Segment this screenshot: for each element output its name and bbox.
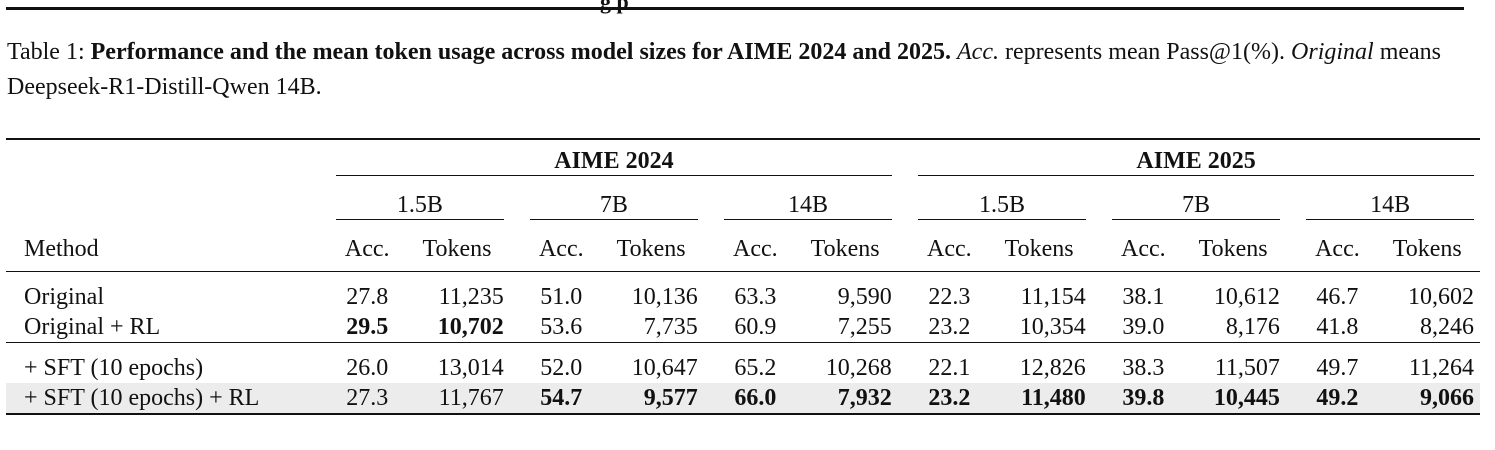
acc-cell: 41.8 bbox=[1316, 313, 1359, 340]
size-header: 14B bbox=[1306, 192, 1474, 220]
page-header-fragment: g p bbox=[600, 0, 629, 14]
acc-cell: 49.7 bbox=[1316, 354, 1359, 381]
tokens-header: Tokens bbox=[810, 236, 880, 262]
acc-header: Acc. bbox=[538, 236, 584, 262]
acc-cell: 38.3 bbox=[1122, 354, 1165, 381]
acc-cell: 49.2 bbox=[1300, 383, 1375, 414]
size-header-row: 1.5B 7B 14B 1.5B 7B 14B bbox=[6, 184, 1480, 228]
tokens-cell: 8,246 bbox=[1420, 313, 1474, 340]
acc-cell: 26.0 bbox=[346, 354, 389, 381]
tokens-cell: 10,268 bbox=[825, 354, 892, 381]
table-row: + SFT (10 epochs) 26.0 13,014 52.0 10,647 65.… bbox=[6, 343, 1480, 384]
table-row: + SFT (10 epochs) + RL 27.3 11,767 54.7 9,57… bbox=[6, 383, 1480, 414]
acc-cell: 52.0 bbox=[540, 354, 583, 381]
acc-header: Acc. bbox=[927, 236, 972, 262]
acc-header: Acc. bbox=[732, 236, 778, 262]
tokens-header: Tokens bbox=[616, 236, 686, 262]
acc-cell: 60.9 bbox=[734, 313, 777, 340]
size-header: 7B bbox=[1112, 192, 1280, 220]
tokens-cell: 10,136 bbox=[631, 283, 698, 310]
table-row: Original + RL 29.5 10,702 53.6 7,735 60.9 7,25… bbox=[6, 312, 1480, 343]
tokens-header: Tokens bbox=[1198, 236, 1268, 262]
results-table: AIME 2024 AIME 2025 1.5B 7B 14B 1.5B 7B … bbox=[6, 138, 1480, 415]
tokens-cell: 10,445 bbox=[1180, 383, 1286, 414]
tokens-cell: 10,602 bbox=[1408, 283, 1474, 310]
tokens-cell: 7,255 bbox=[837, 313, 892, 340]
tokens-cell: 11,264 bbox=[1408, 354, 1474, 381]
tokens-cell: 11,767 bbox=[404, 383, 510, 414]
acc-cell: 38.1 bbox=[1122, 283, 1165, 310]
table-row: Original 27.8 11,235 51.0 10,136 63.3 9,590 22.… bbox=[6, 272, 1480, 313]
tokens-cell: 10,647 bbox=[631, 354, 698, 381]
acc-cell: 65.2 bbox=[734, 354, 777, 381]
column-header-row: Method Acc. Tokens Acc. Tokens Acc. Tokens … bbox=[6, 228, 1480, 272]
method-header: Method bbox=[24, 236, 99, 262]
tokens-cell: 9,066 bbox=[1374, 383, 1480, 414]
acc-header: Acc. bbox=[344, 236, 390, 262]
tokens-cell: 7,735 bbox=[643, 313, 698, 340]
method-cell: + SFT (10 epochs) bbox=[24, 354, 204, 381]
tokens-cell: 11,507 bbox=[1214, 354, 1280, 381]
acc-cell: 53.6 bbox=[540, 313, 583, 340]
tokens-cell: 10,354 bbox=[1019, 313, 1086, 340]
tokens-cell: 10,702 bbox=[437, 313, 504, 340]
acc-cell: 63.3 bbox=[734, 283, 777, 310]
acc-cell: 39.0 bbox=[1122, 313, 1165, 340]
top-rule bbox=[6, 7, 1464, 10]
acc-cell: 66.0 bbox=[718, 383, 793, 414]
tokens-cell: 8,176 bbox=[1225, 313, 1280, 340]
caption-original: Original bbox=[1291, 39, 1374, 65]
tokens-header: Tokens bbox=[1392, 236, 1462, 262]
acc-cell: 23.2 bbox=[928, 313, 971, 340]
acc-cell: 22.3 bbox=[928, 283, 971, 310]
method-cell: Original bbox=[24, 283, 104, 310]
group-aime-2025: AIME 2025 bbox=[918, 148, 1474, 176]
size-header: 1.5B bbox=[918, 192, 1086, 220]
acc-cell: 54.7 bbox=[524, 383, 599, 414]
acc-cell: 29.5 bbox=[346, 313, 389, 340]
caption-bold: Performance and the mean token usage acr… bbox=[90, 39, 952, 65]
method-cell: + SFT (10 epochs) + RL bbox=[6, 383, 318, 414]
acc-cell: 22.1 bbox=[928, 354, 971, 381]
acc-header: Acc. bbox=[1315, 236, 1360, 262]
group-header-row: AIME 2024 AIME 2025 bbox=[6, 139, 1480, 184]
tokens-cell: 11,235 bbox=[438, 283, 504, 310]
acc-cell: 46.7 bbox=[1316, 283, 1359, 310]
caption-acc-rest: represents mean Pass@1(%). bbox=[998, 39, 1292, 65]
table-caption: Table 1: Performance and the mean token … bbox=[7, 35, 1487, 105]
tokens-cell: 9,590 bbox=[837, 283, 892, 310]
acc-cell: 39.8 bbox=[1106, 383, 1181, 414]
tokens-cell: 11,480 bbox=[986, 383, 1092, 414]
acc-cell: 27.8 bbox=[346, 283, 389, 310]
caption-original-rest: means Deepseek-R1-Distill-Qwen 14B. bbox=[7, 39, 1442, 100]
caption-acc: Acc. bbox=[957, 39, 999, 65]
size-header: 7B bbox=[530, 192, 698, 220]
tokens-cell: 7,932 bbox=[792, 383, 898, 414]
tokens-header: Tokens bbox=[422, 236, 492, 262]
acc-cell: 27.3 bbox=[330, 383, 405, 414]
acc-cell: 23.2 bbox=[912, 383, 987, 414]
tokens-cell: 9,577 bbox=[598, 383, 704, 414]
tokens-cell: 11,154 bbox=[1020, 283, 1086, 310]
table-body: Original 27.8 11,235 51.0 10,136 63.3 9,590 22.… bbox=[6, 272, 1480, 414]
caption-prefix: Table 1: bbox=[7, 39, 91, 65]
acc-cell: 51.0 bbox=[540, 283, 583, 310]
acc-header: Acc. bbox=[1121, 236, 1166, 262]
group-aime-2024: AIME 2024 bbox=[336, 148, 892, 176]
tokens-cell: 10,612 bbox=[1213, 283, 1280, 310]
size-header: 1.5B bbox=[336, 192, 504, 220]
tokens-cell: 13,014 bbox=[437, 354, 504, 381]
method-cell: Original + RL bbox=[24, 313, 161, 340]
tokens-header: Tokens bbox=[1004, 236, 1074, 262]
size-header: 14B bbox=[724, 192, 892, 220]
tokens-cell: 12,826 bbox=[1019, 354, 1086, 381]
